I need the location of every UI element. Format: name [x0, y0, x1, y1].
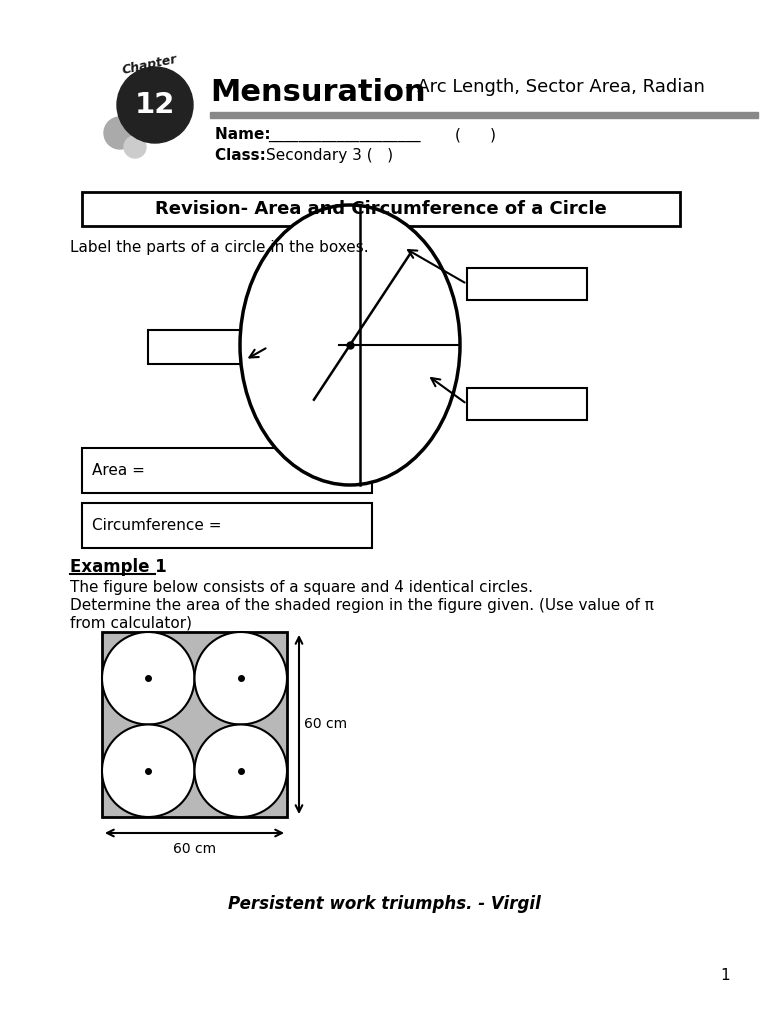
- Circle shape: [117, 67, 193, 143]
- Bar: [467, 268, 587, 300]
- Circle shape: [124, 136, 146, 158]
- Text: 12: 12: [135, 91, 175, 119]
- Text: Label the parts of a circle in the boxes.: Label the parts of a circle in the boxes…: [70, 240, 369, 255]
- Bar: [148, 330, 268, 364]
- Text: Area =: Area =: [92, 463, 145, 478]
- Text: (      ): ( ): [455, 127, 496, 142]
- Text: Mensuration: Mensuration: [210, 78, 425, 106]
- Text: Chapter: Chapter: [121, 52, 179, 77]
- Text: The figure below consists of a square and 4 identical circles.: The figure below consists of a square an…: [70, 580, 533, 595]
- Text: Persistent work triumphs. - Virgil: Persistent work triumphs. - Virgil: [227, 895, 541, 913]
- Text: Secondary 3 (   ): Secondary 3 ( ): [266, 148, 393, 163]
- Bar: [82, 449, 372, 493]
- Text: Name:: Name:: [215, 127, 281, 142]
- Text: Class:: Class:: [215, 148, 271, 163]
- Bar: [467, 388, 587, 420]
- Ellipse shape: [240, 205, 460, 485]
- Text: ____________________: ____________________: [268, 127, 421, 142]
- Bar: [102, 632, 287, 817]
- Bar: [82, 503, 372, 548]
- Circle shape: [102, 725, 194, 817]
- Circle shape: [104, 117, 136, 150]
- Circle shape: [194, 632, 287, 725]
- Text: - Arc Length, Sector Area, Radian: - Arc Length, Sector Area, Radian: [405, 78, 705, 96]
- Text: from calculator): from calculator): [70, 616, 192, 631]
- Text: 1: 1: [720, 968, 730, 983]
- Text: Determine the area of the shaded region in the figure given. (Use value of π: Determine the area of the shaded region …: [70, 598, 654, 613]
- Text: 60 cm: 60 cm: [173, 842, 216, 856]
- Bar: [210, 112, 758, 118]
- Bar: [82, 193, 680, 226]
- Text: Circumference =: Circumference =: [92, 518, 221, 534]
- Circle shape: [102, 632, 194, 725]
- Circle shape: [194, 725, 287, 817]
- Text: Example 1: Example 1: [70, 558, 167, 575]
- Text: 60 cm: 60 cm: [304, 718, 347, 731]
- Text: Revision- Area and Circumference of a Circle: Revision- Area and Circumference of a Ci…: [155, 200, 607, 218]
